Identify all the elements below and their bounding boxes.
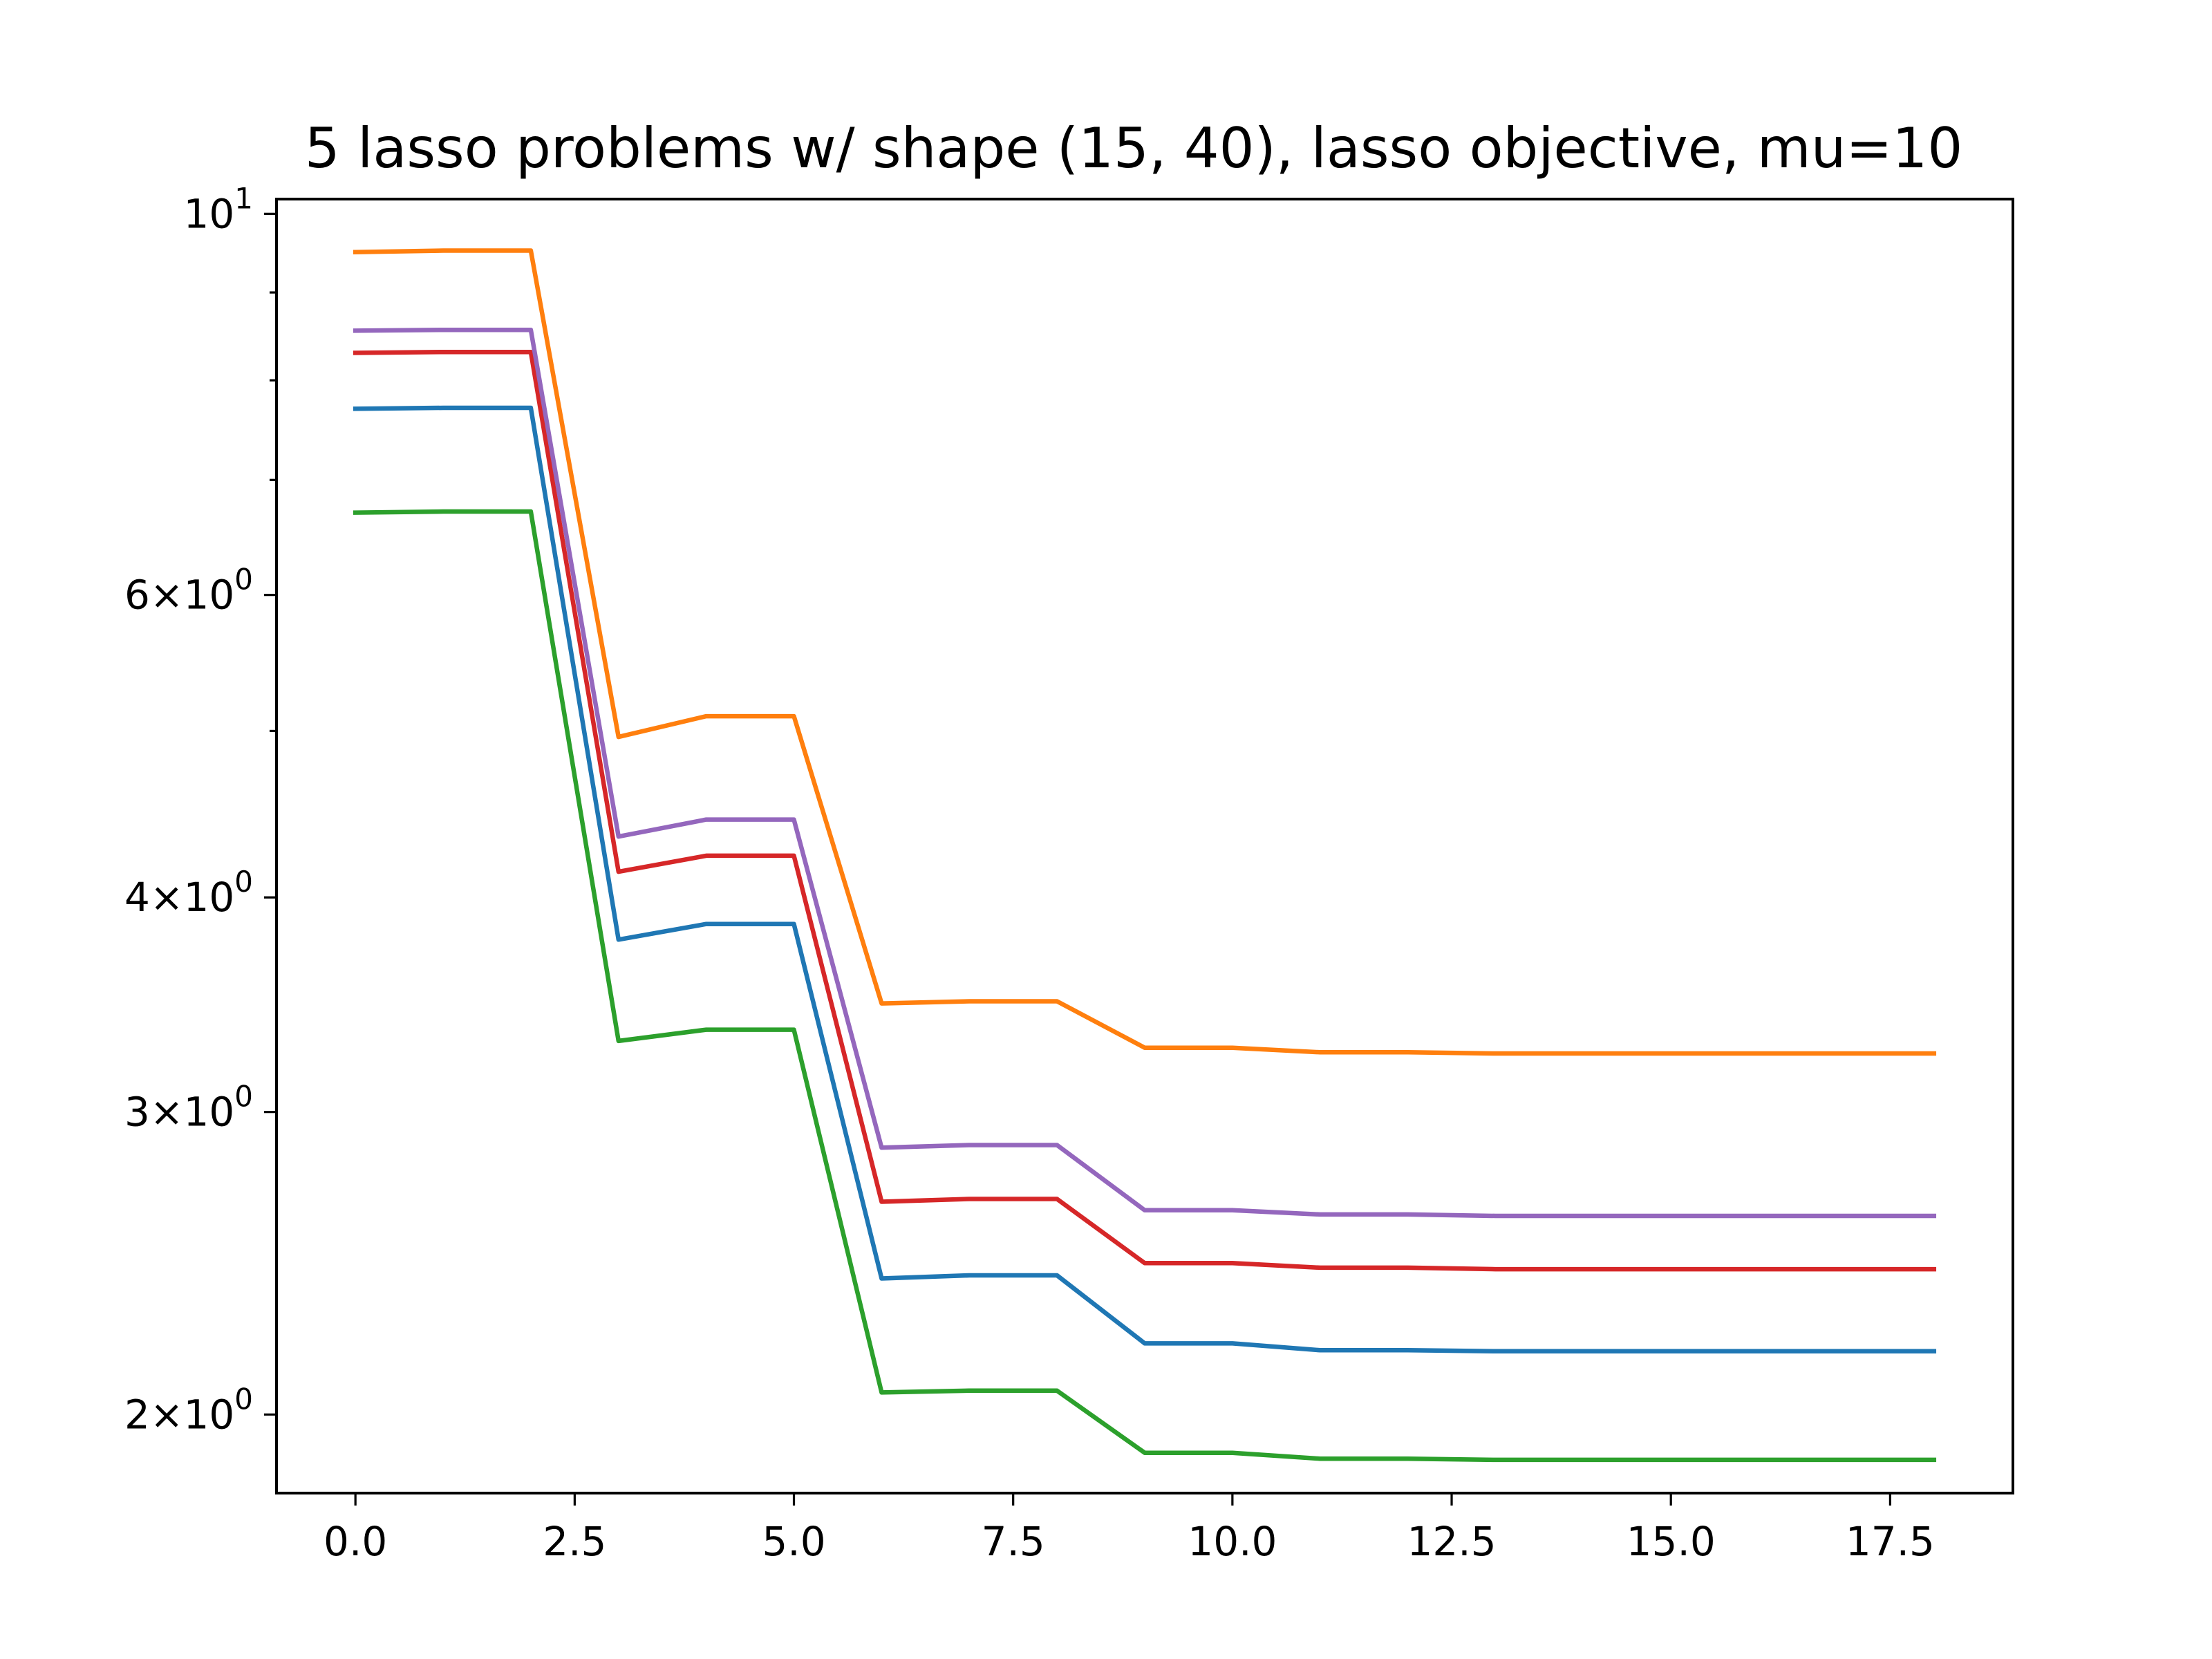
y-tick-base: 10 bbox=[183, 1089, 234, 1136]
x-tick-label: 7.5 bbox=[982, 1518, 1045, 1565]
y-tick-exponent: 0 bbox=[234, 1382, 253, 1416]
y-tick-mantissa: 3 bbox=[124, 1089, 150, 1136]
series-layer bbox=[353, 248, 1937, 1463]
series-line-2 bbox=[353, 248, 1937, 1056]
y-tick-label: 2×100 bbox=[124, 1382, 253, 1438]
x-tick-label: 10.0 bbox=[1188, 1518, 1277, 1565]
y-tick-mantissa: 2 bbox=[124, 1391, 150, 1438]
x-axis: 0.0 2.5 5.0 7.5 10.0 12.5 15.0 17.5 bbox=[324, 1493, 1935, 1565]
y-tick-base: 10 bbox=[183, 190, 234, 237]
y-tick-exponent: 0 bbox=[234, 563, 253, 597]
y-tick-base: 10 bbox=[183, 572, 234, 619]
x-tick-label: 15.0 bbox=[1627, 1518, 1716, 1565]
x-tick-label: 17.5 bbox=[1846, 1518, 1935, 1565]
series-line-3 bbox=[353, 509, 1937, 1463]
series-line-4 bbox=[353, 349, 1937, 1272]
x-tick-label: 5.0 bbox=[762, 1518, 825, 1565]
y-tick-times: × bbox=[150, 1089, 184, 1136]
series-line-1 bbox=[353, 405, 1937, 1354]
series-line-5 bbox=[353, 327, 1937, 1219]
y-tick-label: 3×100 bbox=[124, 1080, 253, 1136]
y-tick-exponent: 0 bbox=[234, 1080, 253, 1114]
y-tick-times: × bbox=[150, 1391, 184, 1438]
chart-title: 5 lasso problems w/ shape (15, 40), lass… bbox=[305, 116, 1962, 180]
y-tick-label: 101 bbox=[183, 181, 253, 237]
plot-area-frame bbox=[275, 198, 2014, 1494]
y-tick-base: 10 bbox=[183, 874, 234, 921]
y-tick-mantissa: 6 bbox=[124, 572, 150, 619]
y-tick-label: 6×100 bbox=[124, 563, 253, 619]
y-tick-times: × bbox=[150, 572, 184, 619]
y-tick-label: 4×100 bbox=[124, 865, 253, 921]
x-tick-label: 2.5 bbox=[543, 1518, 606, 1565]
x-tick-label: 0.0 bbox=[324, 1518, 387, 1565]
y-tick-times: × bbox=[150, 874, 184, 921]
y-tick-base: 10 bbox=[183, 1391, 234, 1438]
y-tick-mantissa: 4 bbox=[124, 874, 150, 921]
y-tick-exponent: 1 bbox=[234, 181, 253, 215]
x-tick-label: 12.5 bbox=[1407, 1518, 1496, 1565]
y-tick-exponent: 0 bbox=[234, 865, 253, 899]
